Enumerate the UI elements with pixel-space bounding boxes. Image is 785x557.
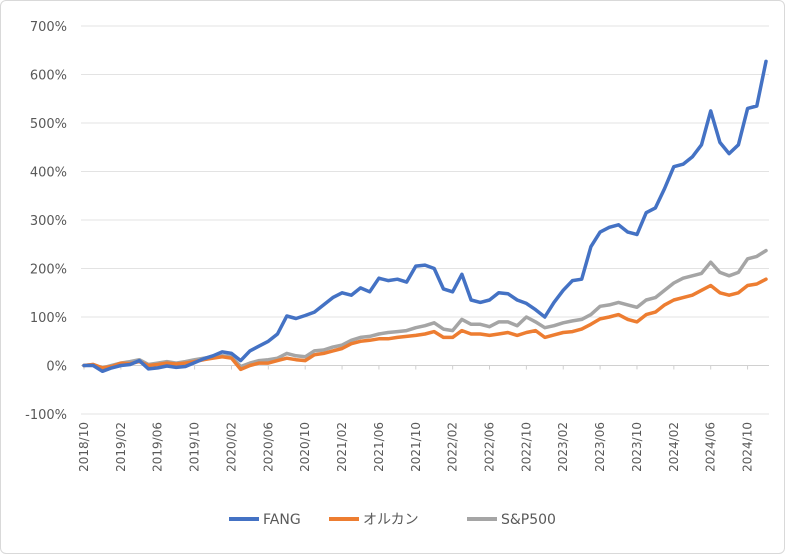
- legend-label: S&P500: [501, 512, 556, 528]
- y-tick-label: 400%: [30, 166, 67, 181]
- x-tick-label: 2022/10: [519, 422, 533, 472]
- y-tick-label: 0%: [46, 360, 67, 375]
- y-tick-label: 300%: [30, 214, 67, 229]
- y-tick-label: 500%: [30, 117, 67, 132]
- y-tick-label: 100%: [30, 311, 67, 326]
- x-tick-label: 2024/06: [704, 422, 718, 472]
- x-tick-label: 2020/10: [298, 422, 312, 472]
- x-tick-label: 2021/02: [335, 422, 349, 472]
- x-tick-label: 2019/02: [114, 422, 128, 472]
- legend-label: FANG: [263, 512, 301, 528]
- x-tick-label: 2019/10: [188, 422, 202, 472]
- x-tick-label: 2023/02: [556, 422, 570, 472]
- x-tick-label: 2024/02: [667, 422, 681, 472]
- x-tick-label: 2020/02: [224, 422, 238, 472]
- y-tick-label: -100%: [25, 408, 67, 423]
- x-tick-label: 2018/10: [77, 422, 91, 472]
- x-tick-label: 2023/10: [630, 422, 644, 472]
- x-tick-label: 2022/06: [483, 422, 497, 472]
- series-lines: [82, 59, 768, 374]
- x-tick-label: 2023/06: [593, 422, 607, 472]
- x-tick-label: 2024/10: [741, 422, 755, 472]
- x-tick-label: 2019/06: [151, 422, 165, 472]
- x-axis-ticks: 2018/10 2019/02 2019/06 2019/10 2020/02 2020/…: [77, 365, 755, 472]
- x-tick-label: 2020/06: [261, 422, 275, 472]
- legend-label: オルカン: [363, 512, 419, 528]
- x-tick-label: 2021/10: [409, 422, 423, 472]
- legend: FANG オルカン S&P500: [229, 512, 556, 528]
- y-tick-label: 200%: [30, 263, 67, 278]
- y-axis-ticks: -100% 0% 100% 200% 300% 400% 500% 600% 700%: [25, 20, 67, 423]
- grid-lines: [81, 25, 769, 415]
- y-tick-label: 700%: [30, 20, 67, 35]
- x-tick-label: 2021/06: [372, 422, 386, 472]
- series-line-FANG: [82, 59, 768, 374]
- x-tick-label: 2022/02: [446, 422, 460, 472]
- y-tick-label: 600%: [30, 69, 67, 84]
